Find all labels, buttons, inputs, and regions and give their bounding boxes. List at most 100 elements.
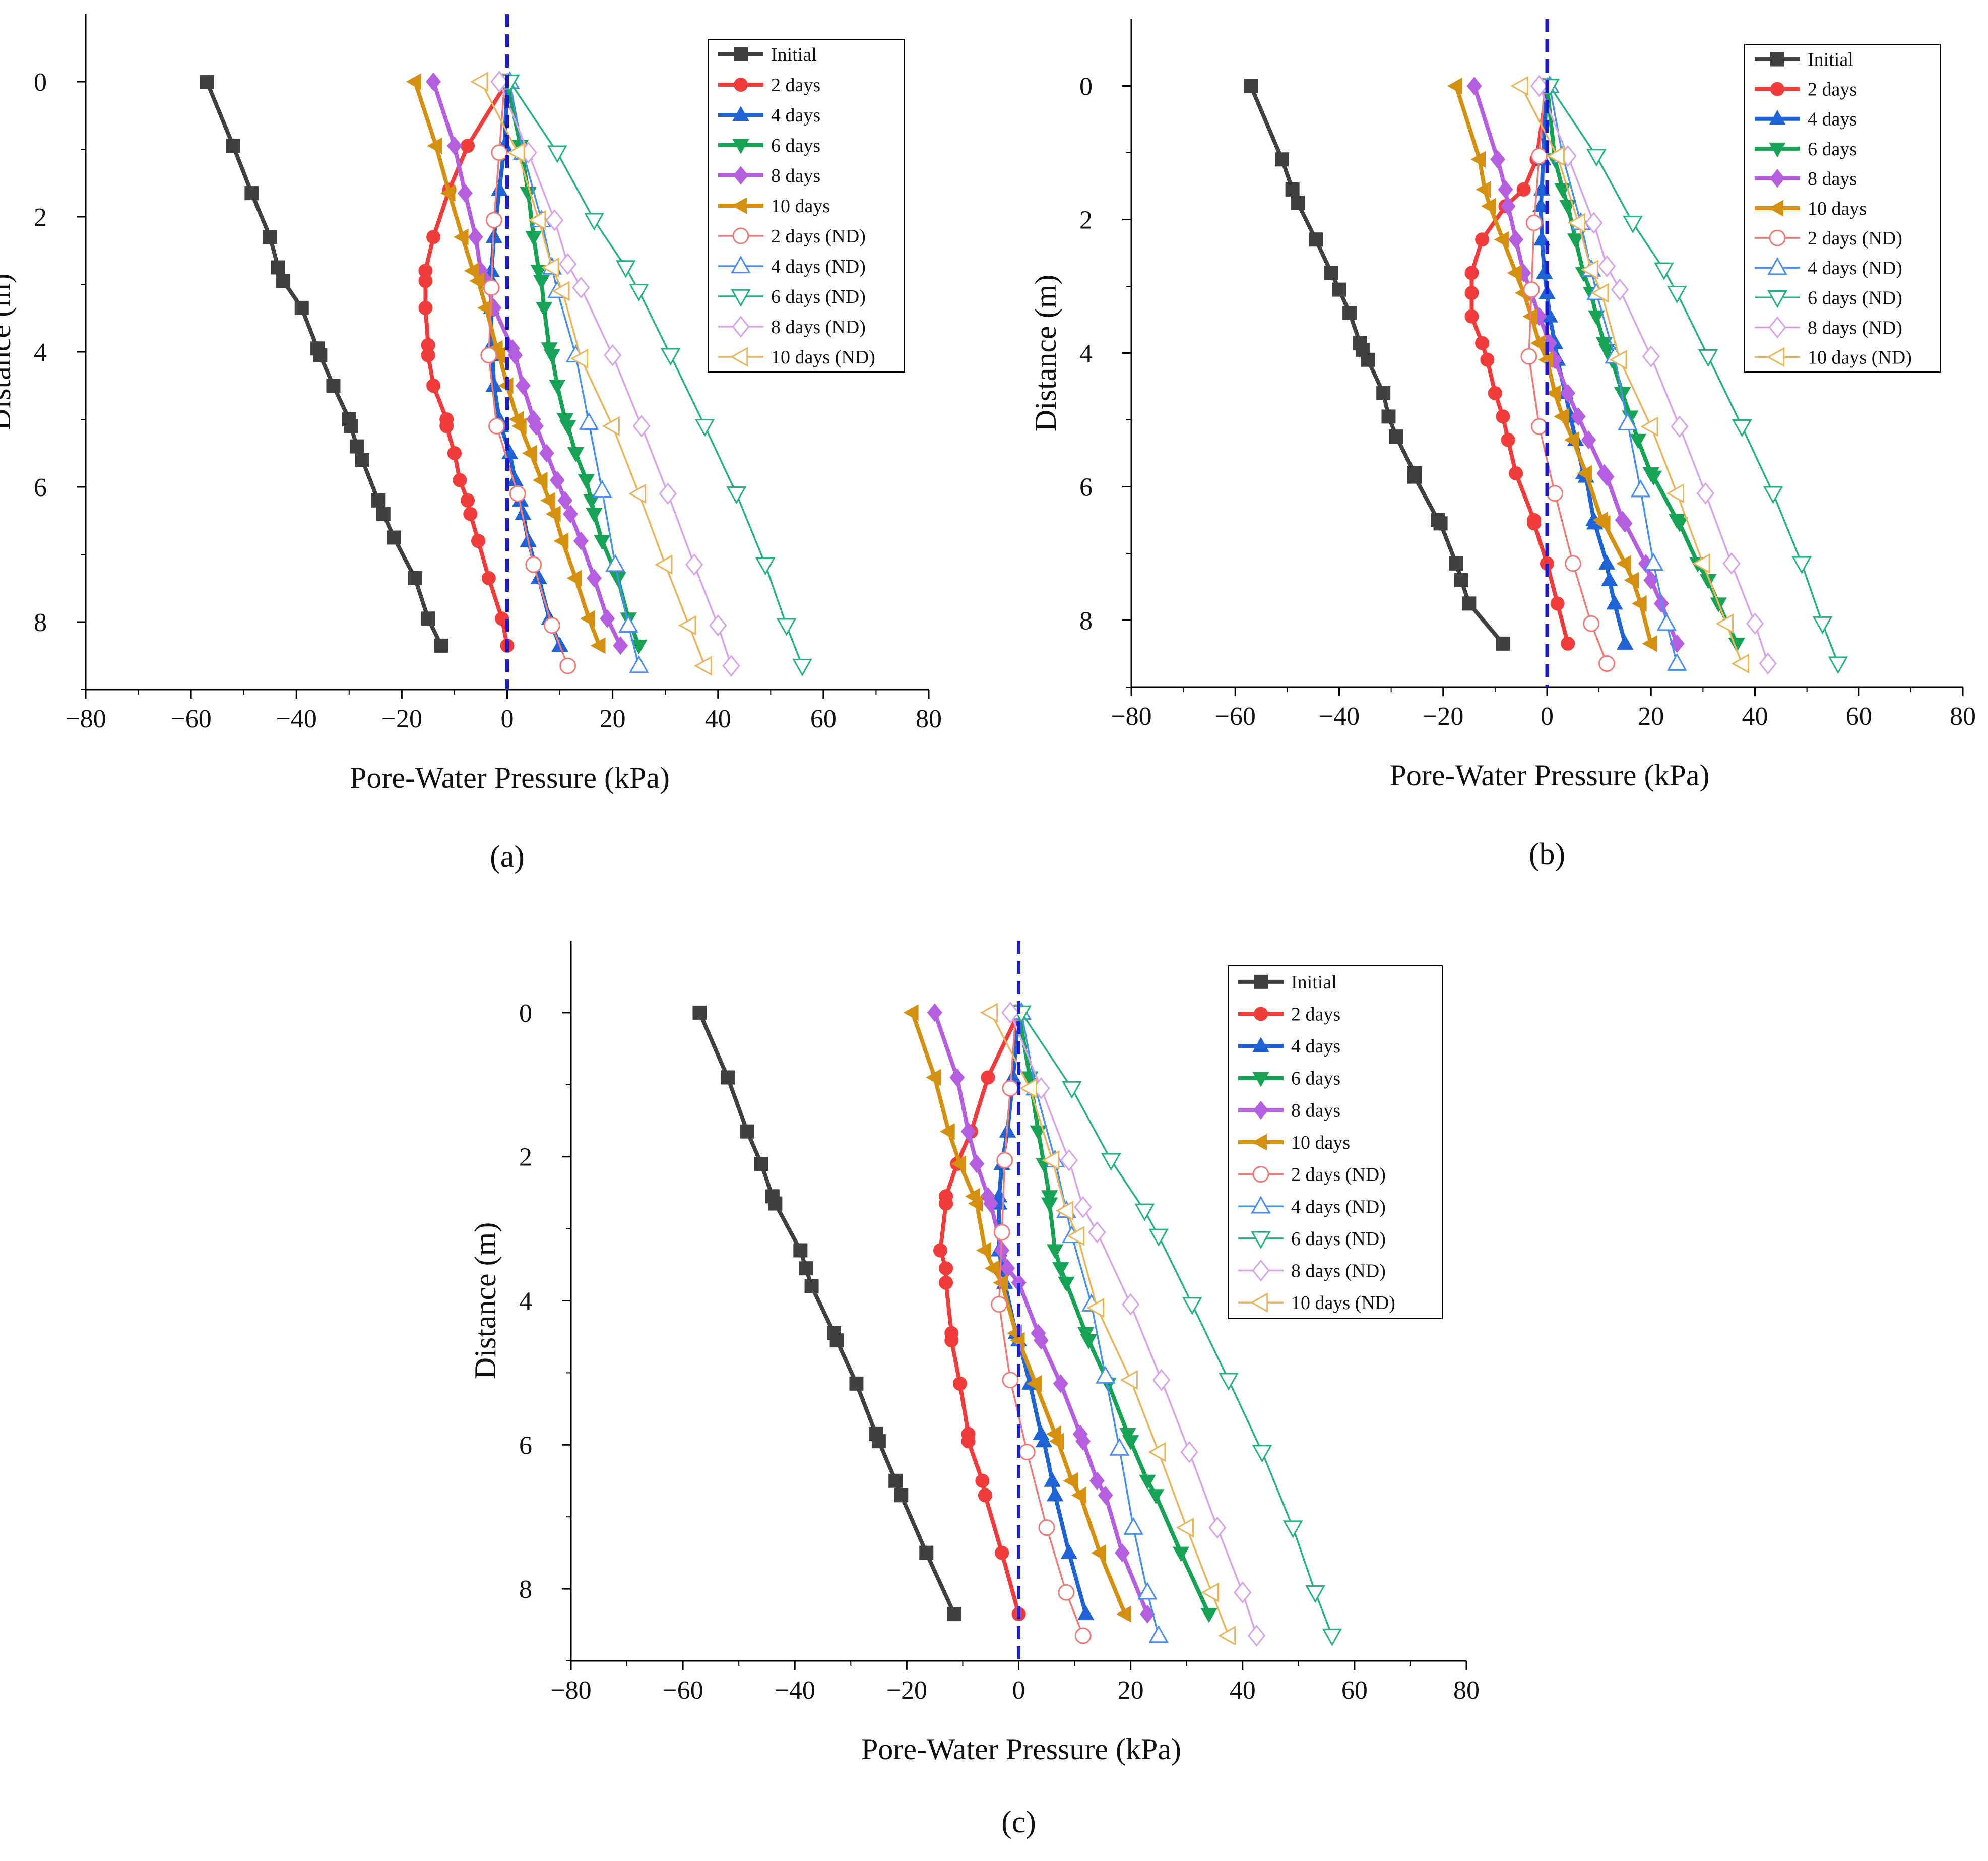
data-point [559, 657, 576, 674]
legend-item-8-days: 8 days [1755, 168, 1857, 190]
data-point [469, 272, 485, 289]
legend-label: 8 days [1808, 168, 1857, 190]
data-point [951, 1155, 966, 1172]
legend-label: 8 days (ND) [1291, 1261, 1386, 1282]
x-tick-label: −80 [65, 705, 106, 733]
data-point [694, 419, 715, 437]
legend-item-initial: Initial [1238, 972, 1337, 993]
data-point [1561, 636, 1575, 651]
y-tick-label: 0 [34, 68, 47, 97]
data-point [1531, 148, 1548, 165]
x-axis-title: Pore-Water Pressure (kPa) [1390, 759, 1710, 792]
data-point [350, 439, 364, 454]
data-point [1002, 1080, 1019, 1097]
data-point [947, 1607, 961, 1622]
data-point [1038, 1519, 1055, 1536]
series-10-days-nd [980, 1003, 1236, 1646]
data-point [655, 554, 673, 575]
legend-marker [732, 106, 749, 121]
data-point [768, 1196, 783, 1211]
data-point [511, 417, 527, 435]
data-point [602, 416, 620, 437]
series-10-days [903, 1004, 1131, 1623]
data-point [1381, 409, 1396, 424]
data-point [1001, 1002, 1019, 1024]
data-point [1643, 571, 1659, 590]
legend-label: 2 days (ND) [1291, 1164, 1386, 1186]
data-point [1525, 214, 1543, 231]
data-point [1152, 1369, 1171, 1391]
data-point [557, 491, 573, 510]
data-point [536, 301, 553, 317]
data-point [926, 1069, 941, 1086]
data-point [1275, 152, 1290, 167]
legend-marker [1252, 1072, 1269, 1087]
series-line [1528, 86, 1608, 664]
legend-marker [1769, 229, 1786, 246]
data-point [1601, 571, 1618, 587]
data-point [871, 1434, 886, 1449]
legend-marker [1766, 347, 1785, 367]
y-tick-label: 2 [519, 1143, 532, 1172]
x-tick-label: 80 [1950, 702, 1976, 731]
legend-marker [1254, 974, 1268, 989]
series-8-days-nd [490, 71, 740, 677]
data-point [406, 73, 421, 90]
data-point [1049, 1433, 1064, 1450]
series-6-days-nd [1540, 79, 1848, 674]
data-point [1623, 215, 1643, 234]
data-point [1546, 485, 1563, 502]
data-point [1074, 1196, 1092, 1218]
legend-label: 8 days [771, 165, 820, 187]
data-point [387, 530, 401, 545]
data-point [1047, 1244, 1064, 1260]
data-point [1547, 146, 1565, 166]
data-point [980, 1003, 998, 1023]
y-tick-label: 2 [1079, 206, 1093, 235]
data-point [1282, 1520, 1303, 1538]
data-point [1630, 479, 1651, 498]
data-point [829, 1333, 844, 1348]
data-point [1763, 486, 1783, 504]
legend-label: 2 days [771, 75, 820, 96]
data-point [481, 571, 496, 585]
data-point [418, 300, 433, 315]
legend-marker [1767, 290, 1787, 308]
data-point [1509, 466, 1523, 480]
data-point [1488, 386, 1502, 400]
legend: Initial 2 days 4 days 6 days 8 days 10 days 2 … [708, 39, 905, 373]
legend-label: 10 days [1291, 1132, 1350, 1153]
data-point [1116, 1605, 1131, 1623]
data-point [1208, 1516, 1227, 1539]
data-point [421, 348, 435, 362]
legend-marker [731, 255, 751, 274]
y-tick-label: 0 [1079, 73, 1093, 101]
legend-label: 6 days [771, 135, 820, 156]
data-point [586, 508, 603, 523]
series-line [205, 81, 443, 647]
legend-item-4-days: 4 days [1238, 1036, 1340, 1057]
data-point [1091, 1544, 1106, 1562]
data-point [629, 284, 649, 302]
data-point [426, 72, 441, 91]
series-line [1009, 1012, 1258, 1636]
data-point [1520, 348, 1537, 365]
data-point [1147, 1489, 1165, 1504]
data-point [1481, 198, 1496, 215]
data-point [461, 493, 475, 508]
y-tick-label: 0 [519, 999, 532, 1028]
data-point [1598, 343, 1616, 359]
data-point [1035, 1432, 1053, 1448]
data-point [1120, 1370, 1138, 1390]
data-point [1567, 233, 1584, 249]
data-point [722, 655, 740, 677]
data-point [1527, 516, 1542, 531]
data-point [1616, 555, 1631, 572]
data-point [1560, 384, 1576, 403]
data-point [1475, 336, 1490, 350]
data-point [1580, 260, 1598, 280]
series-line [423, 80, 509, 646]
legend-label: 6 days (ND) [1291, 1228, 1386, 1250]
data-point [1055, 1201, 1074, 1221]
data-point [1510, 76, 1528, 96]
